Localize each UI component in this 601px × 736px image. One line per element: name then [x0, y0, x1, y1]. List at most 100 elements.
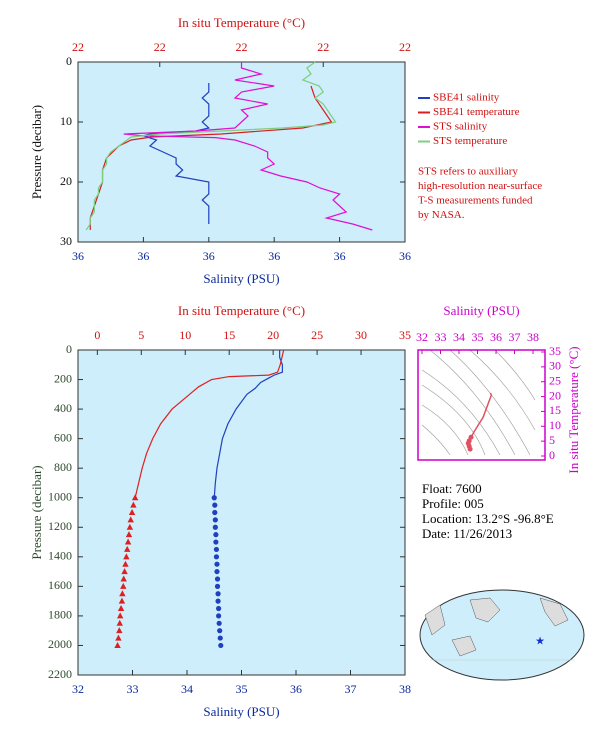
marker [124, 538, 132, 545]
profile-line [141, 83, 211, 224]
marker [213, 546, 220, 553]
x-tick-label: 32 [72, 682, 84, 696]
x-tick-label: 36 [72, 249, 84, 263]
ts-contours [421, 349, 536, 456]
marker [120, 582, 127, 589]
y-tick-label: 400 [54, 401, 72, 415]
marker [120, 575, 127, 582]
marker [212, 524, 218, 530]
y-tick-label: 1600 [48, 578, 72, 592]
y-tick-label: 10 [549, 418, 561, 432]
legend-label: STS temperature [433, 135, 507, 147]
note: high-resolution near-surface [418, 180, 542, 192]
marker [217, 635, 223, 641]
x-tick-label: 38 [527, 330, 539, 344]
y-tick-label: 0 [66, 342, 72, 356]
marker [211, 495, 217, 501]
ts-line [467, 392, 493, 450]
x2-tick-label: 22 [154, 40, 166, 54]
plot-area [77, 349, 406, 676]
x-tick-label: 36 [137, 249, 149, 263]
y-tick-label: 5 [549, 433, 555, 447]
marker [126, 523, 134, 530]
x-tick-label: 36 [203, 249, 215, 263]
marker [124, 545, 131, 552]
x-tick-label: 32 [416, 330, 428, 344]
y-axis-label: Pressure (decibar) [29, 105, 44, 199]
marker [216, 620, 222, 626]
x2-tick-label: 5 [138, 328, 144, 342]
y-tick-label: 2000 [48, 637, 72, 651]
x-axis-label: Salinity (PSU) [203, 271, 279, 286]
x-tick-label: 36 [290, 682, 302, 696]
y-tick-label: 30 [549, 359, 561, 373]
plot-frame [417, 349, 546, 461]
marker [213, 532, 219, 538]
plot-area [77, 61, 406, 243]
x-axis-label: Salinity (PSU) [203, 704, 279, 719]
svg-text:★: ★ [535, 636, 545, 648]
profile-line [89, 85, 333, 230]
legend-label: SBE41 temperature [433, 106, 520, 118]
x2-axis-label: In situ Temperature (°C) [178, 303, 305, 318]
x-tick-label: 34 [181, 682, 193, 696]
profile-line [123, 62, 373, 231]
y-tick-label: 200 [54, 371, 72, 385]
marker [116, 627, 123, 634]
x2-tick-label: 22 [399, 40, 411, 54]
x2-axis-label: In situ Temperature (°C) [178, 15, 305, 30]
x-tick-label: 34 [453, 330, 465, 344]
y-tick-label: 0 [66, 54, 72, 68]
info-line: Profile: 005 [422, 496, 484, 511]
y-axis-label: Pressure (decibar) [29, 465, 44, 559]
marker [119, 590, 126, 597]
note: STS refers to auxiliary [418, 166, 518, 178]
x-tick-label: 37 [345, 682, 357, 696]
x-tick-label: 36 [490, 330, 502, 344]
x-tick-label: 35 [236, 682, 248, 696]
marker [115, 634, 122, 641]
marker [123, 553, 130, 560]
marker [214, 561, 220, 567]
map: ★ [419, 589, 585, 681]
info-line: Date: 11/26/2013 [422, 526, 512, 541]
x2-tick-label: 25 [311, 328, 323, 342]
note: by NASA. [418, 209, 465, 221]
marker [121, 568, 128, 575]
y-tick-label: 20 [60, 174, 72, 188]
x-tick-label: 36 [399, 249, 411, 263]
y-tick-label: 0 [549, 448, 555, 462]
x-axis-label: Salinity (PSU) [443, 303, 519, 318]
marker [125, 531, 133, 538]
marker [215, 591, 221, 597]
x2-tick-label: 30 [355, 328, 367, 342]
y-tick-label: 2200 [48, 667, 72, 681]
info-line: Location: 13.2°S -96.8°E [422, 511, 554, 526]
x2-tick-label: 20 [267, 328, 279, 342]
x-tick-label: 36 [268, 249, 280, 263]
x2-tick-label: 15 [223, 328, 235, 342]
y-tick-label: 35 [549, 344, 561, 358]
x2-tick-label: 35 [399, 328, 411, 342]
legend-label: STS salinity [433, 121, 488, 133]
marker [214, 576, 221, 582]
y-axis-label: In situ Temperature (°C) [566, 346, 581, 473]
marker [116, 612, 124, 619]
marker [114, 641, 121, 648]
marker [212, 517, 218, 523]
x-tick-label: 38 [399, 682, 411, 696]
marker [212, 509, 218, 516]
y-tick-label: 10 [60, 114, 72, 128]
marker [117, 605, 125, 612]
marker [213, 539, 219, 545]
marker [116, 619, 123, 626]
info-line: Float: 7600 [422, 481, 482, 496]
x-tick-label: 37 [509, 330, 521, 344]
marker [118, 597, 126, 604]
profile-line [213, 350, 283, 498]
marker [215, 598, 221, 604]
marker [217, 628, 223, 634]
x2-tick-label: 22 [317, 40, 329, 54]
profile-line [85, 61, 337, 231]
